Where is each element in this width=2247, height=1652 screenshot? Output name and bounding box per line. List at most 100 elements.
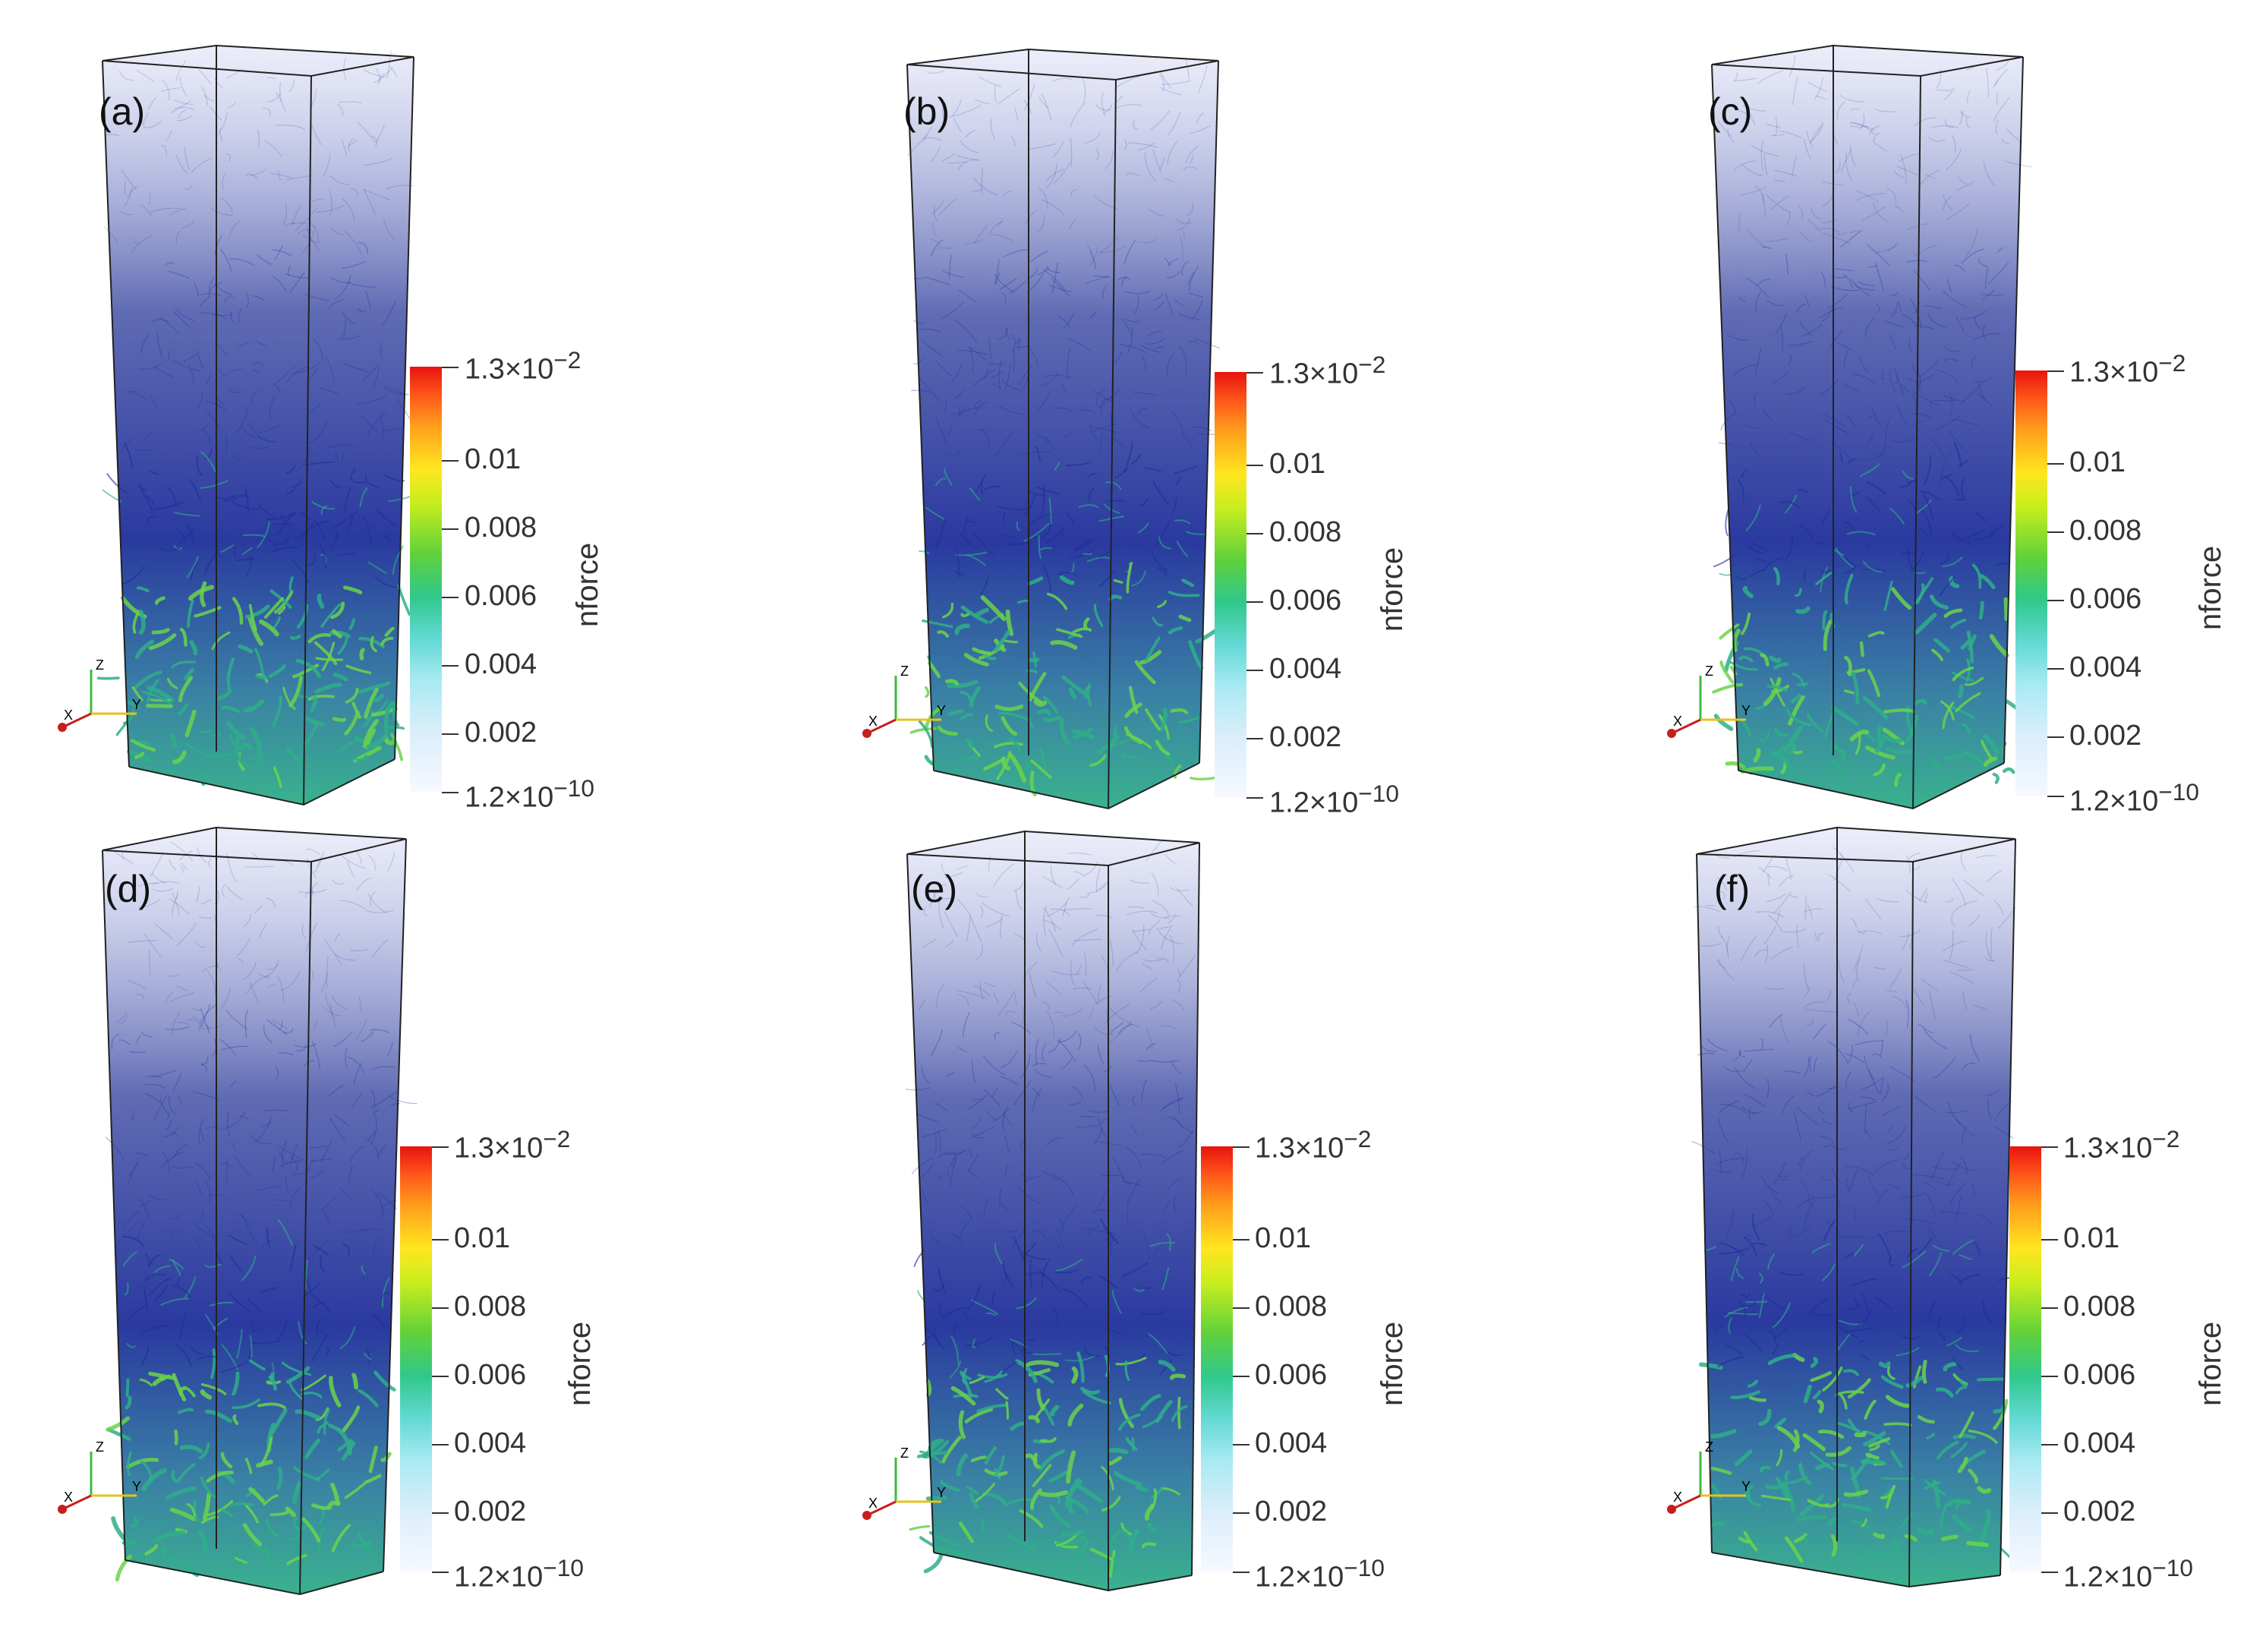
fiber-strand (200, 86, 208, 106)
fiber-strand (1849, 230, 1860, 234)
fiber-strand (282, 686, 296, 711)
fiber-strand (1139, 1310, 1166, 1316)
fiber-strand (988, 363, 1007, 366)
fiber-strand (351, 1092, 362, 1108)
fiber-strand (184, 1276, 197, 1299)
fiber-strand (396, 398, 411, 420)
fiber-strand (1960, 111, 1971, 118)
fiber-strand (320, 505, 327, 515)
fiber-strand (1152, 1238, 1170, 1260)
fiber-strand (1089, 426, 1120, 433)
fiber-strand (1039, 1490, 1068, 1497)
panel-a: (a) Z Y X 1.3×10−2 0.01 0.008 0.006 0.00… (0, 0, 729, 820)
fiber-strand (329, 479, 342, 488)
fiber-strand (1158, 1360, 1176, 1372)
fiber-strand (1718, 891, 1725, 900)
fiber-strand (205, 1126, 221, 1130)
fiber-strand (974, 607, 990, 618)
fiber-strand (1884, 770, 1914, 779)
fiber-strand (278, 1020, 282, 1029)
fiber-strand (173, 106, 195, 111)
fiber-strand (256, 341, 267, 346)
fiber-strand (353, 755, 368, 761)
fiber-strand (1738, 110, 1755, 125)
fiber-strand (919, 550, 930, 555)
fiber-strand (265, 1109, 287, 1111)
fiber-strand (1070, 102, 1086, 128)
fiber-strand (1110, 1233, 1117, 1255)
fiber-strand (1971, 563, 1982, 589)
fiber-strand (1885, 1484, 1896, 1509)
fiber-strand (1721, 935, 1729, 958)
fiber-strand (1740, 612, 1751, 635)
fiber-strand (1785, 254, 1788, 275)
fiber-strand (1955, 1210, 1968, 1215)
fiber-strand (1962, 992, 1968, 1010)
fiber-strand (1862, 541, 1870, 548)
fiber-strand (1844, 1253, 1855, 1259)
fiber-strand (1099, 245, 1127, 253)
fiber-strand (937, 1266, 947, 1295)
fiber-strand (367, 482, 379, 489)
fiber-strand (1142, 958, 1164, 962)
fiber-strand (177, 1021, 190, 1026)
fiber-strand (1971, 1184, 1976, 1198)
fiber-strand (1032, 1230, 1045, 1237)
fiber-strand (1982, 323, 1987, 341)
fiber-strand (919, 377, 940, 401)
fiber-strand (257, 522, 270, 548)
fiber-strand (232, 597, 244, 625)
fiber-strand (1832, 1146, 1847, 1150)
fiber-strand (1959, 1378, 1968, 1387)
fiber-strand (256, 1459, 273, 1468)
fiber-strand (1004, 1165, 1009, 1178)
fiber-strand (1951, 671, 1974, 682)
fiber-strand (996, 751, 1012, 780)
fiber-strand (1798, 204, 1804, 219)
fiber-strand (957, 407, 984, 418)
fiber-strand (216, 1253, 222, 1264)
fiber-strand (1928, 137, 1946, 142)
fiber-strand (169, 207, 187, 216)
fiber-strand (1902, 932, 1910, 951)
fiber-strand (985, 714, 993, 732)
fiber-strand (172, 1073, 181, 1092)
fiber-strand (1952, 666, 1974, 682)
fiber-strand (1726, 1209, 1735, 1238)
fiber-strand (363, 157, 393, 166)
fiber-strand (945, 939, 955, 947)
fiber-strand (1873, 202, 1888, 222)
fiber-strand (1850, 278, 1870, 297)
fiber-strand (1089, 250, 1096, 270)
fiber-strand (1743, 1235, 1754, 1239)
fiber-strand (273, 523, 294, 526)
fiber-strand (1108, 1455, 1122, 1466)
fiber-strand (175, 308, 195, 322)
fiber-strand (271, 695, 282, 728)
fiber-strand (959, 140, 979, 153)
fiber-strand (1796, 304, 1807, 313)
fiber-strand (1880, 1039, 1883, 1057)
fiber-strand (305, 891, 314, 898)
fiber-strand (1697, 1052, 1714, 1056)
fiber-strand (1831, 286, 1860, 292)
fiber-strand (373, 1370, 396, 1392)
fiber-strand (111, 1033, 120, 1050)
fiber-strand (1108, 1529, 1125, 1544)
fiber-strand (171, 1285, 191, 1299)
fiber-strand (196, 1181, 203, 1195)
fiber-strand (226, 657, 235, 691)
fiber-strand (1827, 1517, 1837, 1527)
fiber-strand (310, 1171, 323, 1178)
fiber-strand (232, 455, 241, 461)
fiber-strand (1848, 1102, 1854, 1112)
fiber-strand (179, 1445, 203, 1454)
fiber-strand (949, 1159, 956, 1189)
fiber-strand (1748, 1395, 1767, 1402)
fiber-strand (1090, 424, 1098, 441)
fiber-strand (1086, 276, 1109, 284)
fiber-strand (1137, 238, 1156, 244)
fiber-strand (1859, 641, 1864, 657)
fiber-strand (993, 1108, 1010, 1122)
fiber-strand (196, 456, 203, 477)
